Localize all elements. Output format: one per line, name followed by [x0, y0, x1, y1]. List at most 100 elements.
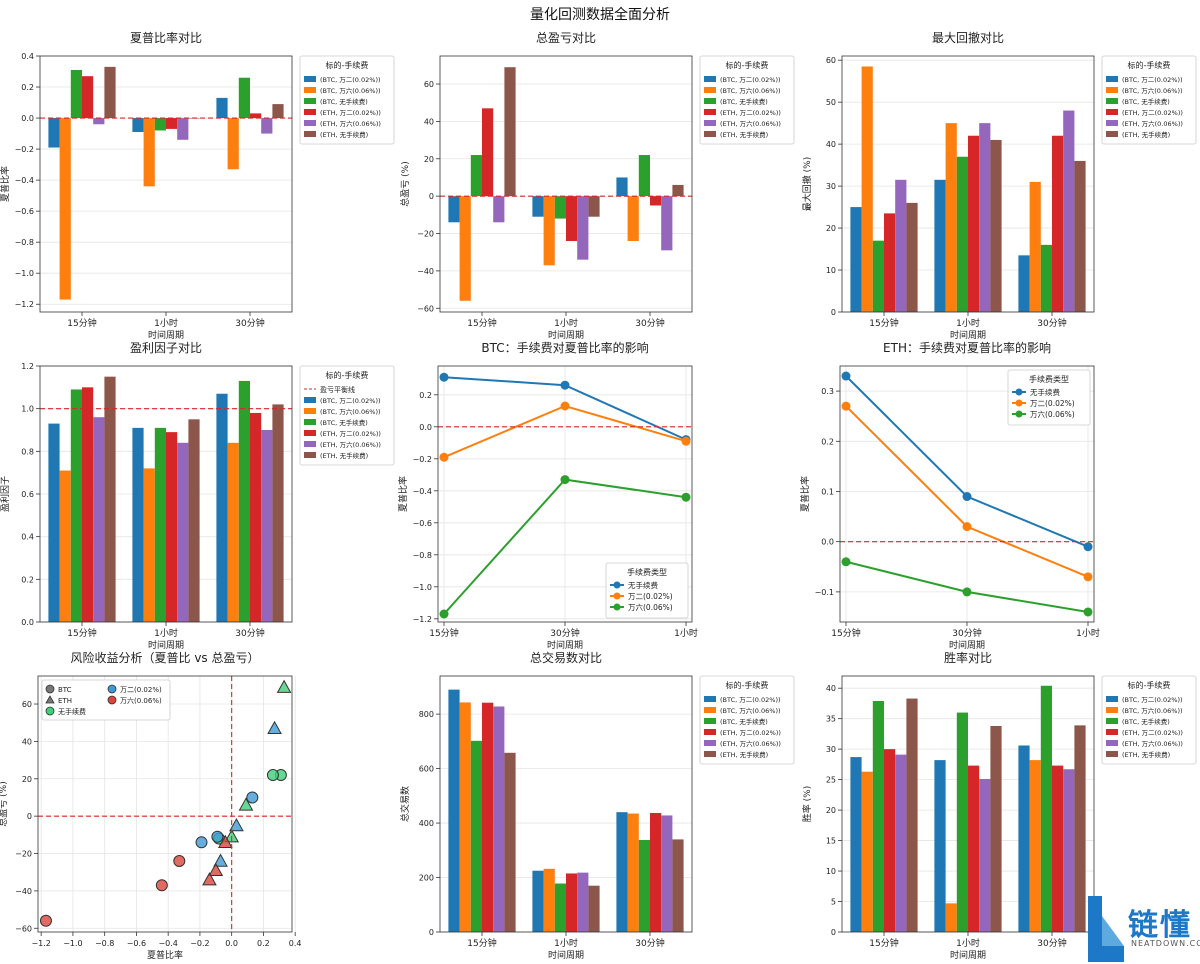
- bar-profit_factor-s1-c2: [227, 442, 239, 622]
- scatter-ETH-万六-p1: [208, 862, 224, 877]
- plot-frame: [841, 675, 1095, 933]
- y-tick-label: 0: [429, 928, 434, 937]
- legend-swatch: [1106, 76, 1118, 82]
- bar-pnl-s0-c0: [448, 196, 460, 223]
- y-tick-label: −60: [15, 924, 32, 933]
- legend-swatch: [304, 98, 316, 104]
- legend-label: (BTC, 无手续费): [1122, 97, 1170, 106]
- point-btc_fee-s2-p2: [681, 492, 691, 502]
- bar-winrate-s1-c2: [1029, 760, 1041, 932]
- legend-swatch: [304, 109, 316, 115]
- legend-label: (ETH, 无手续费): [1122, 130, 1170, 139]
- legend-label: (ETH, 万六(0.06%)): [720, 119, 781, 128]
- point-eth_fee-s0-p0: [841, 371, 851, 381]
- y-tick-label: −40: [417, 267, 434, 276]
- legend: BTC 万二(0.02%) ETH 万六(0.06%) 无手续费: [41, 679, 171, 721]
- bar-trades-s4-c0: [493, 706, 505, 932]
- bar-sharpe-s0-c1: [132, 118, 144, 133]
- bar-pnl-s1-c2: [627, 196, 639, 241]
- y-tick-label: 400: [419, 819, 434, 828]
- scatter-ETH-万二-p1: [229, 817, 244, 832]
- chart-profit_factor: 盈利因子对比 0.0 0.2 0.4 0.6 0.8 1.0 1.2 15分钟 1小时 30分钟时间…: [0, 341, 395, 651]
- legend-box: [1101, 55, 1197, 145]
- legend-swatch: [1106, 718, 1118, 724]
- y-tick-label: −1.2: [413, 615, 432, 624]
- y-tick-label: 15: [826, 837, 836, 846]
- y-tick-label: −0.2: [413, 455, 432, 464]
- bar-pnl-s4-c0: [493, 196, 505, 223]
- y-tick-label: 60: [424, 80, 434, 89]
- bar-trades-s2-c0: [470, 740, 482, 932]
- legend: 标的-手续费 (BTC, 万二(0.02%)) (BTC, 万六(0.06%)) (B…: [699, 55, 795, 145]
- scatter-BTC-万六-p2: [155, 879, 168, 892]
- y-axis-label: 胜率 (%): [801, 786, 813, 822]
- y-tick-label: 40: [826, 140, 836, 149]
- plot-frame: [37, 675, 293, 933]
- legend-label: (BTC, 无手续费): [720, 97, 768, 106]
- logo-l-accent: [1102, 916, 1124, 946]
- legend-box: [299, 365, 395, 466]
- bar-sharpe-s3-c1: [166, 118, 178, 129]
- y-tick-label: 0.0: [21, 114, 34, 123]
- bar-profit_factor-s2-c2: [238, 380, 250, 622]
- point-eth_fee-s0-p1: [962, 492, 972, 502]
- legend-label: (BTC, 无手续费): [320, 418, 368, 427]
- legend-label: 万二(0.02%): [628, 592, 673, 601]
- legend-swatch: [1106, 707, 1118, 713]
- chart-risk_return: 风险收益分析（夏普比 vs 总盈亏） −60 −40 −20 0 20 40 60 −1.2 −1…: [0, 650, 302, 961]
- legend-swatch: [304, 430, 316, 436]
- point-eth_fee-s1-p2: [1083, 572, 1093, 582]
- y-tick-label: −20: [417, 230, 434, 239]
- legend-marker: [45, 684, 55, 694]
- legend-title: 标的-手续费: [1128, 680, 1171, 690]
- legend-swatch: [1106, 87, 1118, 93]
- x-tick-label: 30分钟: [235, 627, 264, 639]
- legend-swatch: [304, 87, 316, 93]
- y-axis-label: 总盈亏 (%): [0, 781, 9, 826]
- y-tick-label: −0.8: [413, 551, 432, 560]
- x-tick-label: 15分钟: [429, 627, 458, 639]
- legend-swatch: [704, 131, 716, 137]
- legend-label: (ETH, 万二(0.02%)): [320, 109, 381, 117]
- legend-swatch: [304, 452, 316, 458]
- bar-winrate-s4-c2: [1063, 769, 1075, 932]
- bar-drawdown-s2-c1: [956, 156, 968, 312]
- legend-box: [1101, 675, 1197, 765]
- y-tick-label: −1.2: [15, 300, 34, 309]
- bar-profit_factor-s4-c2: [261, 430, 273, 622]
- bar-drawdown-s5-c0: [906, 202, 918, 312]
- bar-profit_factor-s3-c0: [82, 387, 94, 622]
- y-tick-label: −1.0: [413, 583, 432, 592]
- bar-drawdown-s3-c0: [884, 213, 896, 312]
- x-tick-label: 0.0: [225, 939, 238, 948]
- x-tick-label: 1小时: [956, 937, 980, 949]
- x-tick-label: 1小时: [554, 317, 578, 329]
- legend-swatch: [1106, 98, 1118, 104]
- x-axis-label: 时间周期: [950, 949, 986, 961]
- x-tick-label: −0.8: [95, 939, 114, 948]
- x-tick-label: 30分钟: [1037, 317, 1066, 329]
- bar-profit_factor-s0-c0: [48, 423, 60, 622]
- bar-winrate-s2-c2: [1040, 685, 1052, 932]
- y-tick-label: 20: [826, 224, 836, 233]
- y-tick-label: 0.2: [21, 575, 34, 584]
- legend-swatch-marker: [1015, 399, 1023, 407]
- y-axis-label: 夏普比率: [397, 476, 409, 512]
- plot-frame: [439, 675, 693, 933]
- legend-label: 万六(0.06%): [1030, 409, 1075, 419]
- y-tick-label: 60: [22, 700, 32, 709]
- legend-box: [41, 679, 171, 721]
- bar-profit_factor-s5-c0: [104, 376, 116, 622]
- scatter-BTC-万二-p0: [195, 836, 208, 849]
- logo-l-shape: [1088, 896, 1124, 962]
- bar-sharpe-s2-c0: [70, 69, 82, 119]
- bar-trades-s5-c0: [504, 752, 516, 932]
- legend-swatch: [1106, 740, 1118, 746]
- legend-swatch: [704, 98, 716, 104]
- scatter-ETH-无手续费-p0: [276, 679, 292, 693]
- scatter-ETH-万六-p2: [202, 872, 217, 886]
- legend-label: (ETH, 万二(0.02%)): [720, 729, 781, 737]
- legend-swatch: [704, 120, 716, 126]
- legend-label: (BTC, 万二(0.02%)): [320, 76, 381, 84]
